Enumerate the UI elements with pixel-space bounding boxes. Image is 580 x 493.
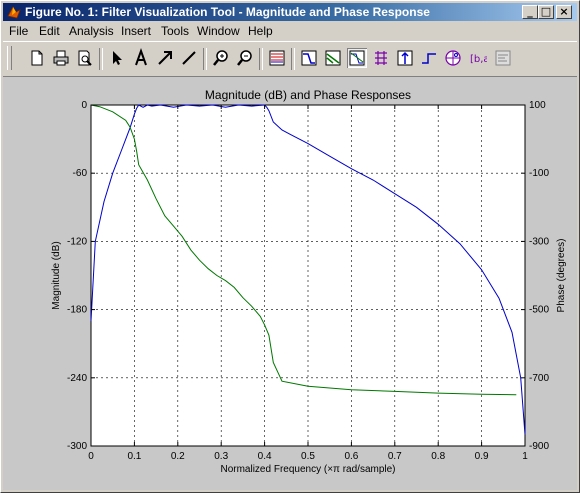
y-tick-label-left: -240 (67, 373, 87, 384)
y-tick-label-right: -300 (529, 236, 549, 247)
select-arrow-icon[interactable] (107, 48, 127, 68)
y-tick-label-right: -700 (529, 373, 549, 384)
x-tick-label: 0.9 (475, 451, 489, 462)
maximize-button[interactable]: □ (538, 5, 554, 19)
figure-canvas: 0 0.1 0.2 0.3 0.4 0.5 0.6 0.7 0.8 0.9 1 0 -60 -120 -18… (3, 77, 577, 490)
menu-help[interactable]: Help (248, 24, 273, 38)
x-tick-label: 0 (88, 451, 94, 462)
line-icon[interactable] (179, 48, 199, 68)
impulse-response-icon[interactable] (395, 48, 415, 68)
toolbar-grip[interactable] (7, 46, 12, 70)
step-response-icon[interactable] (419, 48, 439, 68)
toolbar-separator (99, 48, 103, 70)
y-axis-label-left: Magnitude (dB) (51, 241, 62, 309)
toolbar-separator (203, 48, 207, 70)
x-tick-label: 0.4 (258, 451, 272, 462)
group-delay-icon[interactable] (371, 48, 391, 68)
x-axis-label: Normalized Frequency (×π rad/sample) (220, 464, 395, 475)
y-tick-label-right: -500 (529, 305, 549, 316)
y-tick-label-right: -100 (529, 168, 549, 179)
magnitude-series-line (90, 104, 526, 435)
x-tick-label: 0.3 (214, 451, 228, 462)
toolbar-separator (291, 48, 295, 70)
menu-analysis[interactable]: Analysis (69, 24, 114, 38)
y-tick-label-left: -180 (67, 305, 87, 316)
title-bar[interactable]: Figure No. 1: Filter Visualization Tool … (3, 3, 577, 21)
print-icon[interactable] (51, 48, 71, 68)
chart-series (90, 104, 526, 435)
minimize-button[interactable]: _ (522, 5, 538, 19)
magnitude-response-icon[interactable] (299, 48, 319, 68)
close-button[interactable]: × (556, 5, 572, 19)
phase-response-icon[interactable] (323, 48, 343, 68)
menu-insert[interactable]: Insert (121, 24, 152, 38)
x-tick-label: 0.5 (301, 451, 315, 462)
x-tick-label: 0.2 (171, 451, 185, 462)
magnitude-phase-icon[interactable] (347, 48, 367, 68)
magnitude-phase-chart[interactable]: 0 0.1 0.2 0.3 0.4 0.5 0.6 0.7 0.8 0.9 1 0 -60 -120 -18… (3, 77, 577, 490)
y-tick-label-left: -120 (67, 236, 87, 247)
x-tick-label: 0.6 (344, 451, 358, 462)
phase-series-line (90, 104, 517, 396)
y-tick-label-left: 0 (81, 100, 87, 111)
toolbar: [b,a] (3, 41, 577, 77)
pole-zero-icon[interactable] (443, 48, 463, 68)
y-axis-label-right: Phase (degrees) (556, 239, 567, 313)
y-tick-label-right: -900 (529, 441, 549, 452)
new-file-icon[interactable] (27, 48, 47, 68)
print-preview-icon[interactable] (75, 48, 95, 68)
matlab-logo-icon (7, 6, 21, 19)
x-tick-label: 0.8 (431, 451, 445, 462)
zoom-out-icon[interactable] (235, 48, 255, 68)
x-tick-label: 0.7 (388, 451, 402, 462)
x-tick-label: 1 (522, 451, 528, 462)
window-title: Figure No. 1: Filter Visualization Tool … (25, 5, 430, 19)
arrow-icon[interactable] (155, 48, 175, 68)
chart-grid (91, 105, 525, 446)
filter-specs-icon[interactable] (267, 48, 287, 68)
chart-title: Magnitude (dB) and Phase Responses (205, 88, 411, 102)
menu-edit[interactable]: Edit (39, 24, 60, 38)
menu-file[interactable]: File (9, 24, 29, 38)
toolbar-separator (259, 48, 263, 70)
text-icon[interactable] (131, 48, 151, 68)
chart-ticks: 0 0.1 0.2 0.3 0.4 0.5 0.6 0.7 0.8 0.9 1 0 -60 -120 -18… (67, 100, 549, 462)
y-tick-label-left: -300 (67, 441, 87, 452)
menu-tools[interactable]: Tools (161, 24, 190, 38)
coefficients-icon[interactable]: [b,a] (467, 48, 487, 68)
zoom-in-icon[interactable] (211, 48, 231, 68)
y-tick-label-left: -60 (73, 168, 88, 179)
filter-info-icon[interactable] (493, 48, 513, 68)
menu-bar: File Edit Analysis Insert Tools Window H… (3, 22, 577, 40)
x-tick-label: 0.1 (127, 451, 141, 462)
y-tick-label-right: 100 (529, 100, 546, 111)
svg-text:[b,a]: [b,a] (470, 54, 487, 65)
menu-window[interactable]: Window (197, 24, 240, 38)
